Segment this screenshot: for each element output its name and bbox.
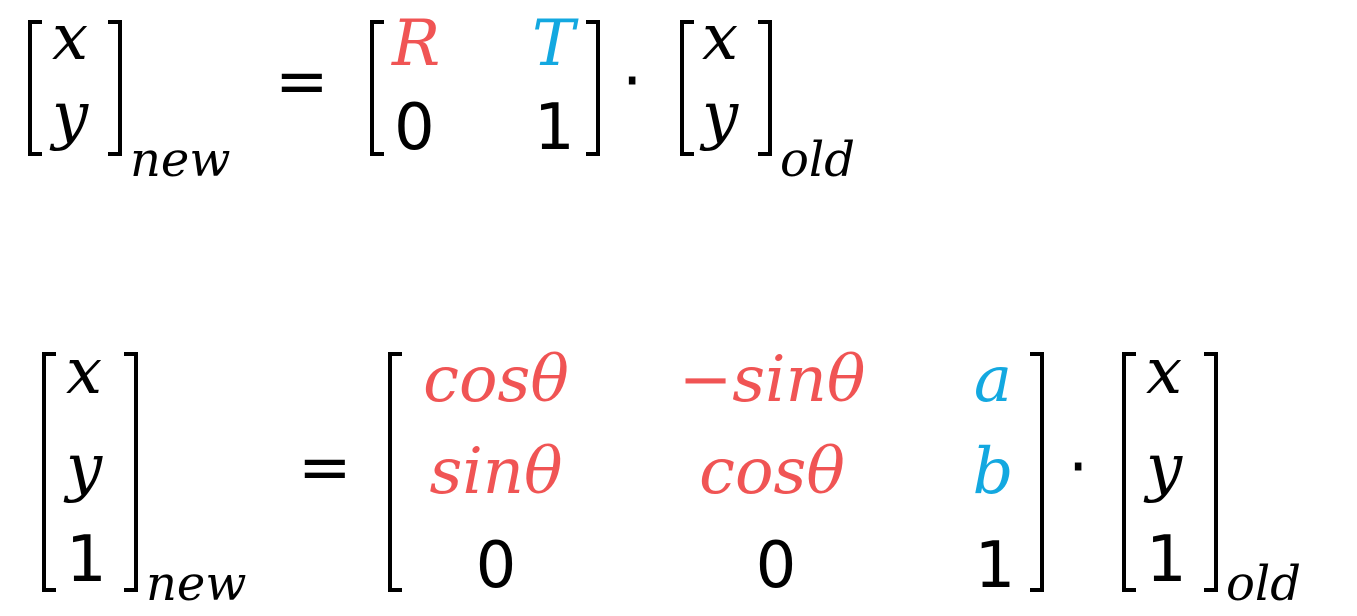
- eq1-dot-operator: ·: [622, 45, 643, 119]
- eq2-rhs-x: x: [1146, 335, 1183, 409]
- eq2-matrix-right-bracket: [1030, 352, 1044, 592]
- eq1-matrix-left-bracket: [370, 20, 384, 156]
- eq1-matrix-T: T: [532, 7, 575, 81]
- eq1-matrix-right-bracket: [586, 20, 600, 156]
- eq2-lhs-1: 1: [66, 523, 107, 597]
- eq2-rhs-right-bracket: [1204, 352, 1218, 592]
- eq1-rhs-right-bracket: [758, 20, 772, 156]
- eq2-lhs-x: x: [66, 335, 103, 409]
- eq2-dot-operator: ·: [1068, 431, 1089, 505]
- eq2-lhs-subscript: new: [146, 556, 247, 612]
- eq2-matrix-r1c2: −sinθ: [678, 343, 866, 417]
- eq2-rhs-1: 1: [1146, 523, 1187, 597]
- eq2-matrix-r2c3: b: [972, 435, 1014, 509]
- eq1-lhs-right-bracket: [108, 20, 122, 156]
- eq2-matrix-r1c1: cosθ: [423, 343, 569, 417]
- eq2-rhs-left-bracket: [1122, 352, 1136, 592]
- eq1-lhs-x: x: [52, 1, 89, 75]
- eq1-rhs-left-bracket: [680, 20, 694, 156]
- eq2-matrix-left-bracket: [388, 352, 402, 592]
- eq2-matrix-r3c1: 0: [475, 529, 517, 603]
- eq2-rhs-y: y: [1146, 431, 1183, 505]
- eq2-matrix-r3c2: 0: [755, 529, 797, 603]
- eq2-lhs-right-bracket: [124, 352, 138, 592]
- eq1-matrix-1: 1: [534, 91, 575, 165]
- eq1-matrix-0: 0: [394, 91, 435, 165]
- eq1-matrix-R: R: [392, 7, 441, 81]
- eq2-matrix-r1c3: a: [973, 343, 1013, 417]
- eq1-equals: =: [275, 45, 329, 119]
- eq2-rhs-subscript: old: [1226, 556, 1301, 612]
- eq1-lhs-left-bracket: [28, 20, 42, 156]
- eq1-rhs-x: x: [702, 1, 739, 75]
- eq2-lhs-y: y: [66, 431, 103, 505]
- eq2-lhs-left-bracket: [42, 352, 56, 592]
- eq2-matrix-r2c1: sinθ: [429, 435, 563, 509]
- eq1-lhs-y: y: [52, 79, 89, 153]
- eq1-rhs-subscript: old: [780, 132, 855, 188]
- eq2-matrix-r3c3: 1: [974, 529, 1016, 603]
- eq1-rhs-y: y: [702, 79, 739, 153]
- eq2-matrix-r2c2: cosθ: [699, 435, 845, 509]
- eq2-equals: =: [298, 431, 352, 505]
- eq1-lhs-subscript: new: [130, 132, 231, 188]
